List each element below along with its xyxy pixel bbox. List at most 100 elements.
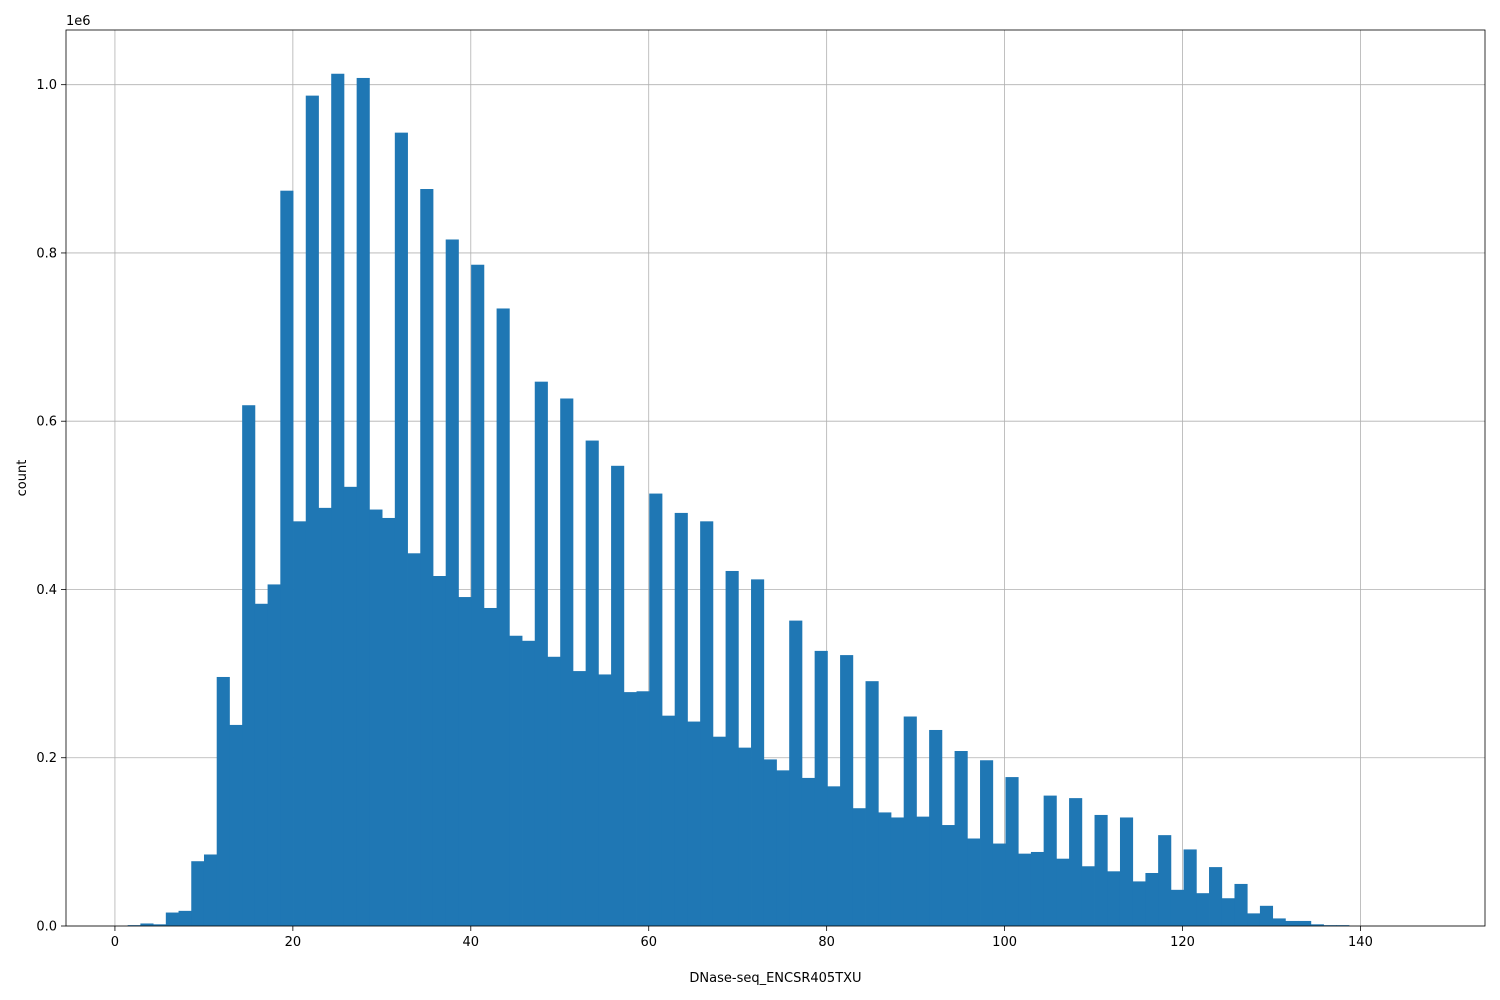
histogram-bar bbox=[432, 576, 447, 926]
histogram-bar bbox=[725, 570, 739, 926]
x-axis-label: DNase-seq_ENCSR405TXU bbox=[689, 971, 861, 986]
y-tick-label: 0.4 bbox=[36, 583, 57, 598]
axes bbox=[65, 29, 1486, 927]
histogram-bar bbox=[216, 676, 230, 926]
histogram-bar bbox=[827, 786, 841, 926]
histogram-bar bbox=[191, 861, 205, 926]
axes-frame bbox=[65, 29, 1486, 927]
histogram-bar bbox=[1247, 913, 1261, 926]
histogram-bar bbox=[1323, 925, 1337, 926]
y-tick-label: 0.6 bbox=[36, 415, 57, 430]
histogram-bar bbox=[611, 465, 625, 926]
histogram-bar bbox=[751, 579, 765, 926]
histogram-bar bbox=[1272, 918, 1286, 926]
histogram-bar bbox=[1209, 867, 1223, 926]
histogram-bar bbox=[852, 808, 866, 926]
histogram-bar bbox=[789, 620, 803, 926]
histogram-bar bbox=[1259, 905, 1274, 926]
histogram-bar bbox=[801, 777, 816, 926]
histogram-bar bbox=[814, 650, 828, 926]
histogram-bar bbox=[1030, 851, 1045, 926]
histogram-bar bbox=[1234, 883, 1248, 926]
y-tick-label: 0.0 bbox=[36, 920, 57, 935]
y-axis-label: count bbox=[15, 460, 30, 497]
histogram-bar bbox=[1336, 925, 1350, 926]
histogram-bar bbox=[203, 854, 218, 926]
histogram-bar bbox=[420, 189, 434, 927]
histogram-bar bbox=[1310, 924, 1324, 926]
histogram-bar bbox=[890, 817, 905, 926]
histogram-bar bbox=[763, 759, 777, 926]
histogram-bar bbox=[293, 521, 307, 926]
histogram-bar bbox=[738, 747, 752, 926]
histogram-bar bbox=[356, 77, 370, 926]
histogram-bar bbox=[178, 910, 192, 926]
y-offset-label: 1e6 bbox=[66, 14, 91, 29]
histogram-bar bbox=[1056, 858, 1070, 926]
histogram-bar bbox=[1158, 835, 1172, 926]
histogram-bar bbox=[318, 507, 332, 926]
y-tick-label: 1.0 bbox=[36, 78, 57, 93]
histogram-bar bbox=[649, 493, 663, 926]
x-axis-ticks: 0 20 40 60 80 100 120 140 bbox=[111, 926, 1373, 950]
x-tick-label: 140 bbox=[1348, 935, 1373, 950]
histogram-bar bbox=[1183, 849, 1197, 926]
histogram-bar bbox=[1081, 866, 1095, 926]
histogram-bar bbox=[254, 603, 268, 926]
histogram-bar bbox=[331, 73, 345, 927]
histogram-bar bbox=[127, 925, 141, 926]
histogram-bar bbox=[560, 398, 574, 926]
histogram-bar bbox=[941, 825, 955, 926]
histogram-bar bbox=[509, 635, 523, 926]
histogram-bar bbox=[1107, 871, 1121, 926]
histogram-bar bbox=[700, 521, 714, 926]
x-tick-label: 20 bbox=[285, 935, 302, 950]
histogram-bar bbox=[585, 440, 599, 926]
histogram-bar bbox=[496, 308, 510, 927]
histogram-bar bbox=[407, 553, 421, 926]
histogram-bar bbox=[903, 716, 917, 926]
histogram-bar bbox=[1043, 795, 1057, 926]
x-tick-label: 40 bbox=[463, 935, 480, 950]
histogram-bar bbox=[636, 691, 650, 926]
histogram-bar bbox=[954, 751, 968, 926]
histogram-bar bbox=[522, 640, 536, 926]
histogram-bar bbox=[445, 239, 459, 927]
histogram-bar bbox=[572, 671, 587, 926]
histogram-bar bbox=[1132, 881, 1146, 926]
histogram-bar bbox=[458, 597, 472, 926]
y-tick-label: 0.8 bbox=[36, 246, 57, 261]
histogram-bar bbox=[1018, 853, 1032, 926]
histogram-bar bbox=[687, 721, 701, 926]
histogram-bar bbox=[929, 729, 943, 926]
histogram-bar bbox=[712, 736, 726, 926]
histogram-bar bbox=[382, 517, 396, 926]
histogram-bar bbox=[598, 674, 612, 926]
histogram-bar bbox=[305, 95, 319, 926]
histogram-bar bbox=[343, 486, 358, 926]
x-tick-label: 0 bbox=[111, 935, 119, 950]
histogram-bar bbox=[776, 770, 790, 926]
histogram-bar bbox=[1221, 898, 1235, 926]
histogram-bar bbox=[229, 724, 243, 926]
histogram-bar bbox=[534, 381, 548, 926]
histogram-bar bbox=[674, 512, 688, 926]
y-axis-ticks: 0.0 0.2 0.4 0.6 0.8 1.0 bbox=[36, 78, 66, 935]
x-tick-label: 120 bbox=[1170, 935, 1195, 950]
histogram-bar bbox=[369, 509, 383, 926]
histogram-bar bbox=[1298, 920, 1312, 926]
histogram-bar bbox=[840, 655, 854, 926]
histogram-bar bbox=[140, 923, 154, 926]
histogram-bar bbox=[1170, 889, 1184, 926]
y-tick-label: 0.2 bbox=[36, 751, 57, 766]
histogram-bar bbox=[623, 692, 637, 926]
histogram-bar bbox=[242, 405, 256, 926]
histogram-bar bbox=[1094, 814, 1108, 926]
histogram-bar bbox=[878, 812, 892, 926]
histogram-bar bbox=[980, 760, 994, 926]
histogram-bar bbox=[547, 656, 561, 926]
histogram-bar bbox=[992, 843, 1006, 926]
histogram-bars bbox=[127, 73, 1350, 927]
x-tick-label: 100 bbox=[992, 935, 1017, 950]
x-tick-label: 60 bbox=[640, 935, 657, 950]
